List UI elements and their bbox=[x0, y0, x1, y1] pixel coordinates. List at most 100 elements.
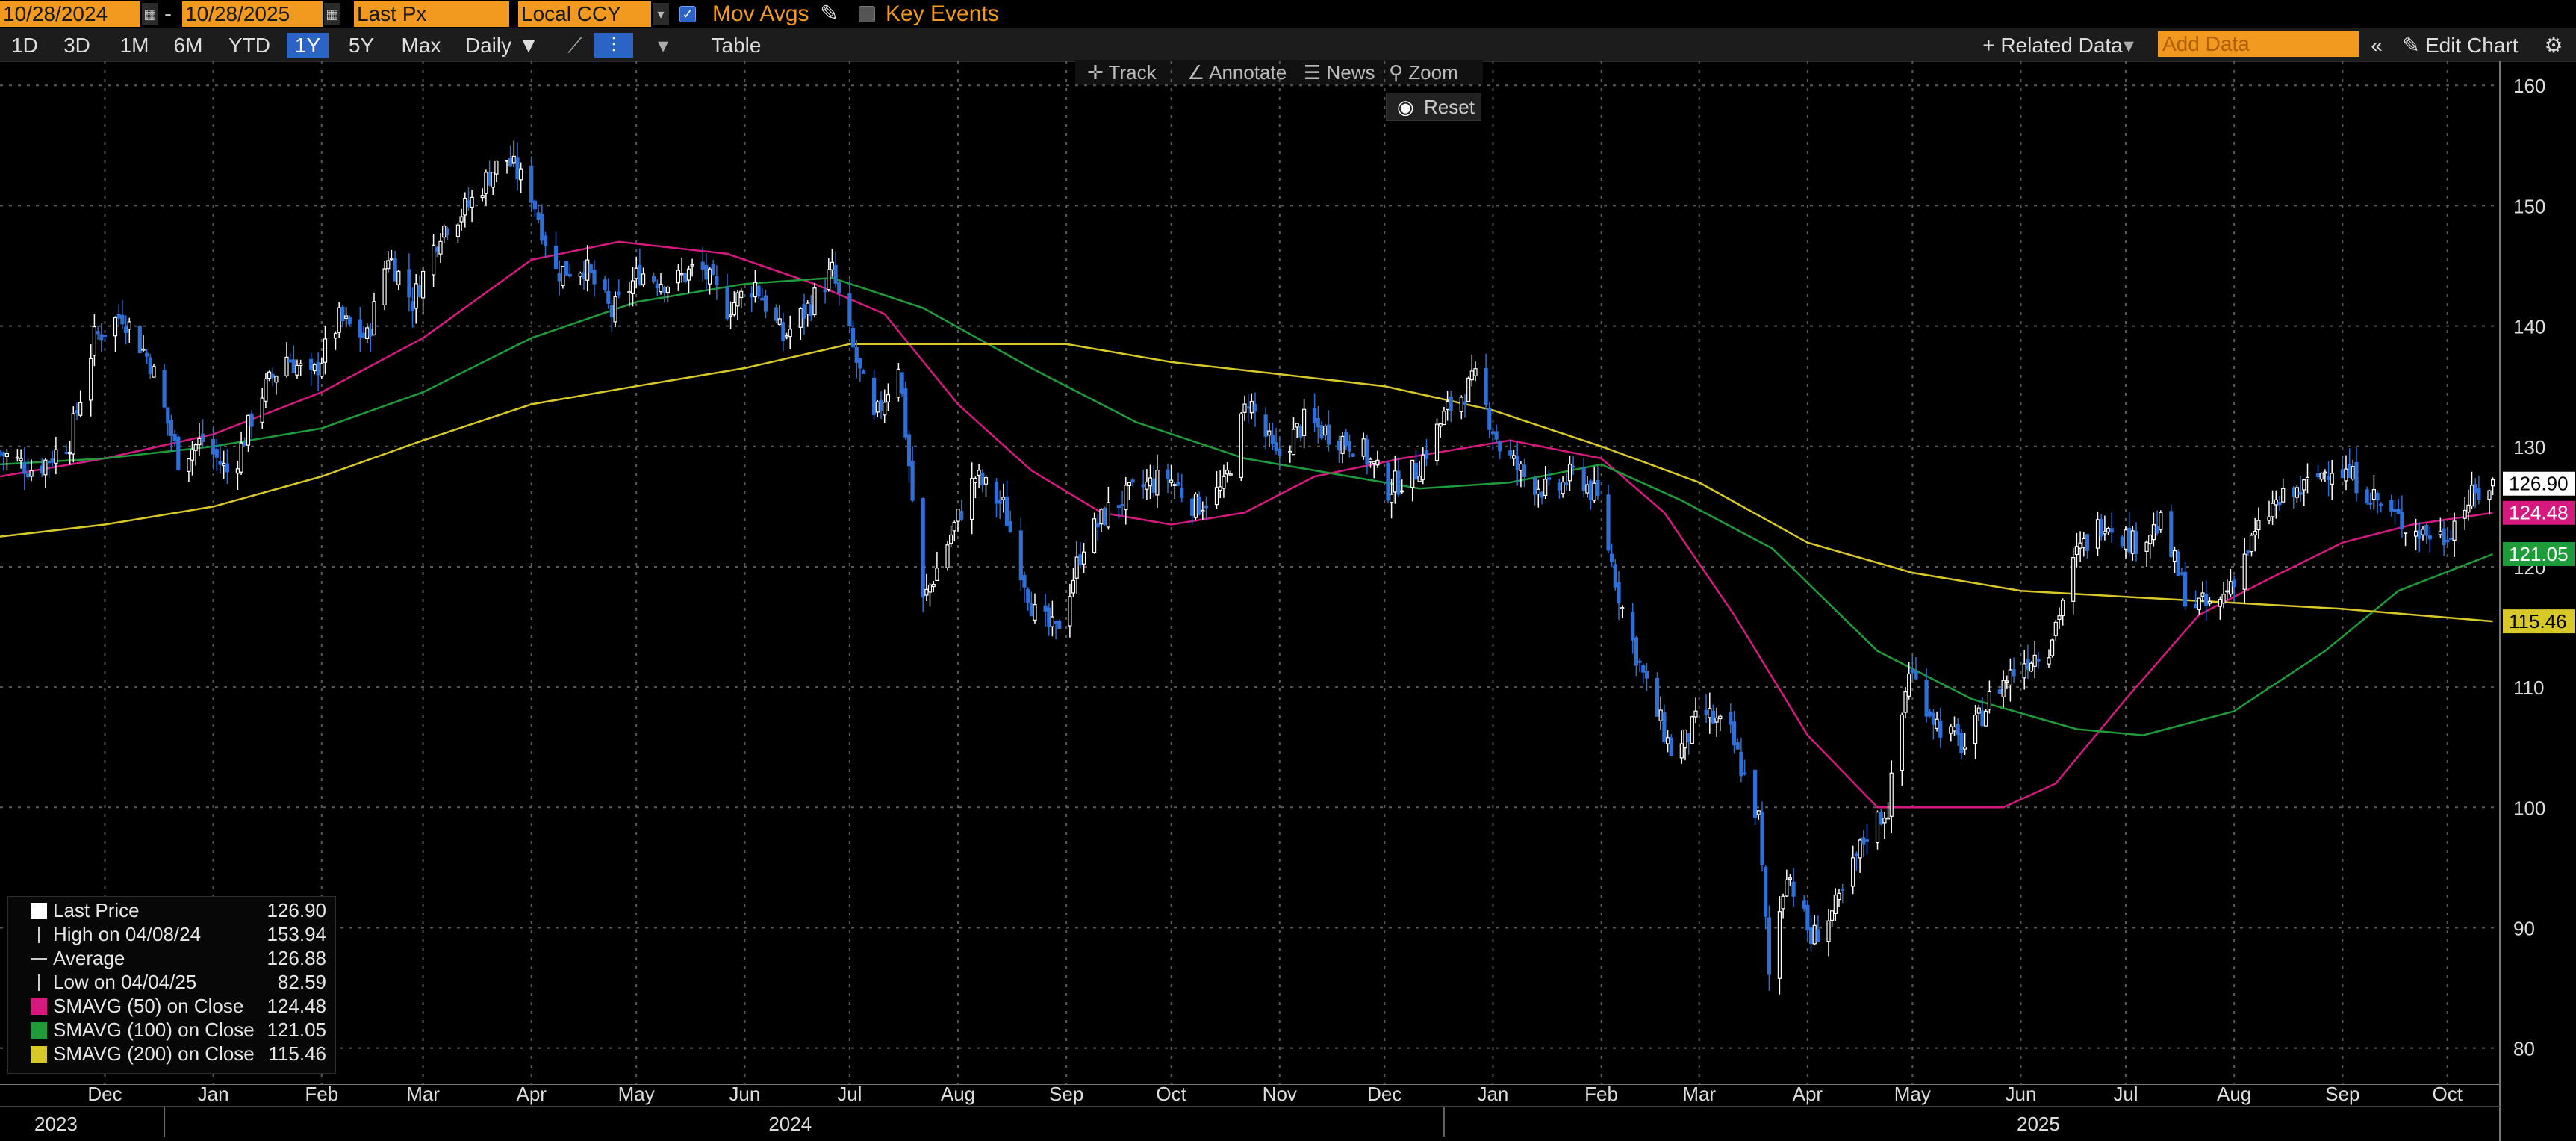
frequency-select[interactable]: Daily bbox=[464, 34, 512, 57]
candle-body bbox=[809, 304, 813, 316]
candle-body bbox=[2103, 531, 2107, 535]
reset-button[interactable]: ◉ Reset bbox=[1386, 93, 1481, 121]
candle-body bbox=[1886, 817, 1891, 820]
chevron-down-icon[interactable]: ▼ bbox=[518, 34, 539, 57]
edit-icon[interactable]: ✎ bbox=[2402, 34, 2420, 57]
candle-body bbox=[120, 314, 125, 325]
mov-avgs-label[interactable]: Mov Avgs bbox=[712, 1, 809, 26]
mov-avgs-checkbox[interactable]: ✓ bbox=[679, 6, 696, 22]
candle-body bbox=[2061, 600, 2065, 616]
edit-chart-button[interactable]: Edit Chart bbox=[2425, 34, 2519, 57]
candle-body bbox=[2148, 534, 2153, 544]
range-button-5y[interactable]: 5Y bbox=[348, 34, 375, 57]
track-button[interactable]: ✛ Track bbox=[1087, 60, 1157, 85]
candle-body bbox=[1267, 430, 1272, 436]
chevron-down-icon[interactable]: ▾ bbox=[657, 34, 669, 57]
pencil-icon: ∠ bbox=[1187, 61, 1210, 84]
end-date-input[interactable]: 10/28/2025 bbox=[182, 1, 323, 27]
legend-label: Last Price bbox=[53, 899, 140, 921]
range-button-ytd[interactable]: YTD bbox=[228, 34, 270, 57]
currency-select[interactable]: Local CCY bbox=[518, 1, 651, 27]
candle-body bbox=[1973, 714, 1978, 744]
candle-body bbox=[536, 212, 541, 220]
candle-body bbox=[956, 509, 960, 522]
candle-body bbox=[798, 308, 803, 328]
value-label-text: 126.90 bbox=[2509, 473, 2569, 495]
candle-body bbox=[1092, 518, 1097, 553]
legend-row-sma100[interactable]: SMAVG (100) on Close 121.05 bbox=[8, 1018, 337, 1042]
key-events-label[interactable]: Key Events bbox=[886, 1, 999, 26]
calendar-icon[interactable]: ▦ bbox=[142, 3, 158, 25]
candle-body bbox=[2012, 669, 2016, 677]
candle-body bbox=[1228, 473, 1233, 476]
collapse-icon[interactable]: « bbox=[2371, 34, 2383, 57]
chevron-down-icon[interactable]: ▾ bbox=[2123, 34, 2135, 57]
related-data-button[interactable]: + Related Data bbox=[1982, 34, 2123, 57]
start-date-input[interactable]: 10/28/2024 bbox=[0, 1, 140, 27]
candle-body bbox=[1522, 464, 1527, 478]
magnifier-icon: ⚲ bbox=[1389, 61, 1409, 84]
range-button-max[interactable]: Max bbox=[401, 34, 441, 57]
range-button-3d[interactable]: 3D bbox=[63, 34, 90, 57]
candle-body bbox=[445, 228, 450, 235]
candle-body bbox=[2277, 502, 2282, 506]
field-select[interactable]: Last Px bbox=[354, 1, 509, 27]
candle-body bbox=[1222, 476, 1226, 489]
candle-body bbox=[588, 264, 593, 273]
range-button-1d[interactable]: 1D bbox=[11, 34, 38, 57]
candle-body bbox=[725, 287, 729, 320]
legend-row-sma200[interactable]: SMAVG (200) on Close 115.46 bbox=[8, 1042, 337, 1066]
candle-body bbox=[459, 216, 464, 223]
candle-body bbox=[1644, 671, 1649, 679]
candle-body bbox=[704, 264, 709, 280]
reset-icon: ◉ bbox=[1397, 96, 1414, 118]
candle-body bbox=[1155, 469, 1160, 496]
candle-body bbox=[606, 290, 611, 304]
candle-body bbox=[1278, 448, 1282, 456]
candle-body bbox=[64, 452, 69, 454]
zoom-button[interactable]: ⚲ Zoom bbox=[1389, 60, 1458, 85]
candle-body bbox=[96, 331, 100, 335]
news-icon: ☰ bbox=[1304, 61, 1327, 84]
calendar-icon[interactable]: ▦ bbox=[324, 3, 340, 25]
annotate-button[interactable]: ∠ Annotate bbox=[1187, 60, 1287, 85]
candle-body bbox=[40, 465, 44, 474]
news-button[interactable]: ☰ News bbox=[1304, 60, 1375, 85]
legend-row-sma50[interactable]: SMAVG (50) on Close 124.48 bbox=[8, 994, 337, 1018]
candlestick-icon[interactable]: ⫶ bbox=[594, 33, 633, 58]
chevron-down-icon[interactable]: ▾ bbox=[653, 3, 669, 25]
gear-icon[interactable]: ⚙ bbox=[2544, 34, 2563, 57]
candle-body bbox=[1596, 479, 1600, 496]
candle-body bbox=[2008, 669, 2012, 685]
key-events-checkbox[interactable] bbox=[859, 6, 875, 22]
candle-body bbox=[1239, 413, 1243, 478]
candle-body bbox=[295, 364, 299, 376]
candle-body bbox=[407, 269, 411, 298]
legend-value: 153.94 bbox=[267, 923, 326, 945]
chart-legend: Last Price 126.90 High on 04/08/24 153.9… bbox=[7, 896, 336, 1074]
candle-body bbox=[879, 399, 883, 411]
candle-body bbox=[1711, 710, 1715, 724]
range-button-6m[interactable]: 6M bbox=[173, 34, 203, 57]
add-data-input[interactable]: Add Data bbox=[2158, 31, 2359, 57]
pencil-icon[interactable]: ✎ bbox=[820, 1, 839, 26]
candle-body bbox=[1928, 711, 1932, 717]
legend-row-last-price[interactable]: Last Price 126.90 bbox=[8, 898, 337, 922]
value-label-text: 121.05 bbox=[2509, 543, 2569, 565]
candle-body bbox=[43, 459, 48, 476]
candle-body bbox=[1606, 494, 1611, 551]
line-chart-icon[interactable]: ⟋ bbox=[567, 34, 582, 57]
candle-body bbox=[1533, 477, 1537, 495]
candle-body bbox=[2344, 468, 2348, 482]
range-button-1m[interactable]: 1M bbox=[119, 34, 149, 57]
candle-body bbox=[1679, 743, 1684, 759]
candle-body bbox=[1658, 709, 1663, 721]
candle-body bbox=[1984, 710, 1988, 727]
range-button-1y[interactable]: 1Y bbox=[287, 33, 329, 58]
candle-body bbox=[2448, 538, 2453, 540]
candle-body bbox=[239, 442, 243, 473]
table-button[interactable]: Table bbox=[711, 34, 762, 57]
candle-body bbox=[1484, 368, 1488, 405]
legend-value: 115.46 bbox=[268, 1042, 326, 1065]
